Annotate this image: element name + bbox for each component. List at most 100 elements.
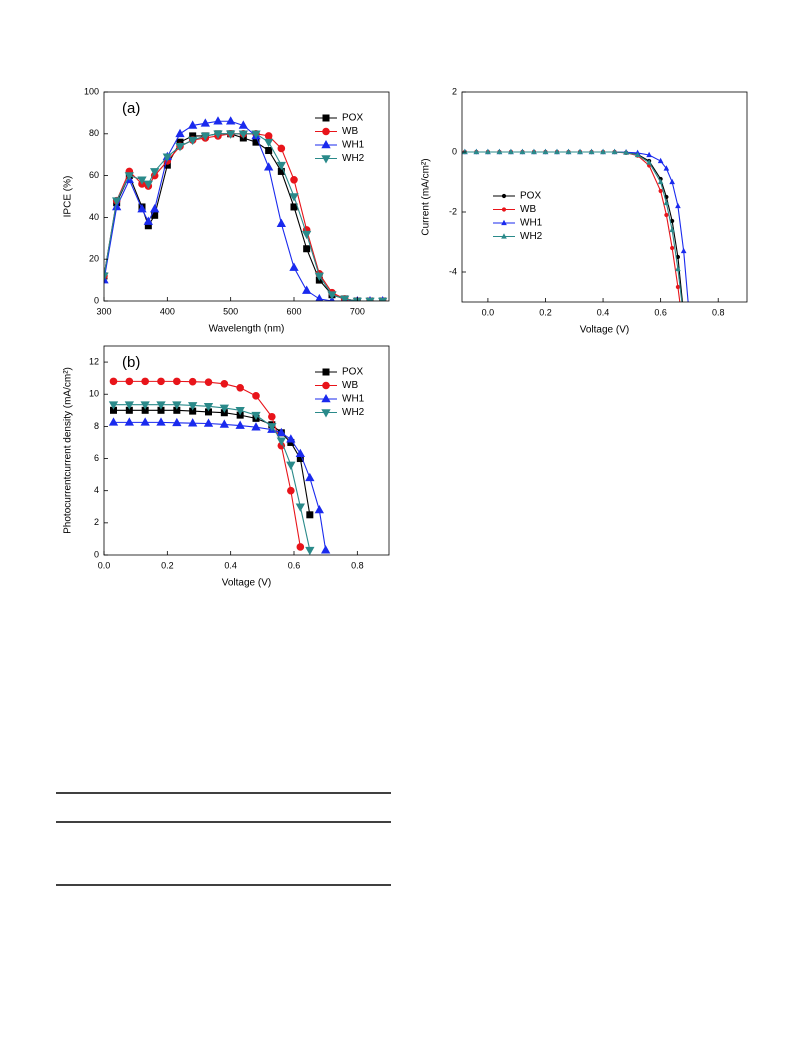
x-tick-label: 0.8	[712, 307, 725, 317]
marker	[175, 128, 185, 138]
series-line	[464, 151, 689, 302]
marker	[663, 199, 670, 206]
y-tick-label: 8	[94, 421, 99, 431]
marker	[600, 148, 606, 155]
marker	[682, 315, 686, 319]
x-tick-label: 600	[286, 306, 301, 316]
marker	[327, 291, 337, 300]
marker	[286, 461, 296, 470]
marker	[315, 293, 324, 301]
marker	[646, 159, 652, 165]
marker	[501, 207, 507, 212]
marker	[264, 132, 273, 140]
marker	[235, 407, 245, 416]
marker	[322, 368, 330, 376]
marker	[236, 384, 244, 392]
marker	[611, 148, 618, 155]
marker	[137, 204, 147, 213]
marker	[173, 377, 181, 386]
series-line	[464, 151, 681, 302]
marker	[657, 178, 664, 185]
marker	[675, 202, 681, 209]
marker	[577, 148, 583, 155]
marker	[634, 151, 641, 158]
y-tick-label: 40	[89, 212, 99, 222]
marker	[204, 378, 213, 386]
marker	[264, 138, 274, 148]
marker	[669, 178, 675, 185]
marker	[286, 434, 296, 443]
marker	[322, 381, 330, 390]
marker	[682, 330, 685, 333]
y-tick-label: 0	[94, 549, 99, 559]
marker	[646, 151, 652, 158]
x-tick-label: 0.4	[597, 307, 610, 317]
marker	[321, 155, 331, 164]
plot-area	[462, 148, 689, 333]
marker	[322, 114, 330, 122]
marker	[124, 172, 134, 181]
marker	[141, 377, 149, 386]
plot-area	[104, 116, 388, 301]
marker	[150, 168, 160, 177]
marker	[519, 148, 526, 155]
x-axis-label: Voltage (V)	[222, 578, 271, 589]
marker	[124, 417, 134, 426]
marker	[321, 139, 331, 149]
panel-label: (b)	[122, 354, 140, 371]
marker	[251, 411, 261, 421]
marker	[588, 148, 595, 155]
marker	[188, 377, 197, 386]
marker	[238, 120, 248, 129]
y-axis-label: Photocurrentcurrent density (mA/cm²)	[63, 367, 74, 534]
marker	[213, 130, 223, 139]
marker	[112, 197, 122, 206]
marker	[143, 216, 153, 225]
legend-label: POX	[342, 113, 363, 124]
marker	[508, 148, 514, 155]
marker	[238, 130, 248, 139]
marker	[188, 418, 198, 427]
marker	[287, 486, 295, 495]
x-tick-label: 300	[96, 306, 111, 316]
marker	[264, 162, 274, 171]
plot-frame	[103, 345, 390, 556]
marker	[219, 404, 229, 413]
marker	[140, 401, 150, 410]
marker	[109, 377, 118, 386]
marker	[675, 284, 681, 290]
marker	[188, 120, 198, 129]
marker	[664, 212, 669, 218]
marker	[124, 401, 134, 410]
marker	[496, 148, 503, 155]
marker	[675, 265, 681, 272]
marker	[296, 543, 305, 551]
y-axis-label: IPCE (%)	[63, 176, 74, 218]
marker	[305, 546, 315, 555]
marker	[314, 504, 324, 514]
y-tick-label: 100	[84, 86, 99, 96]
x-tick-label: 500	[223, 306, 238, 316]
marker	[276, 427, 286, 437]
y-tick-label: 4	[94, 485, 99, 495]
marker	[289, 262, 299, 271]
y-tick-label: 2	[452, 86, 457, 96]
marker	[302, 230, 312, 240]
plot-frame	[103, 91, 390, 302]
y-tick-label: 10	[89, 389, 99, 399]
legend-label: POX	[342, 367, 363, 378]
y-tick-label: 80	[89, 128, 99, 138]
legend-label: WB	[342, 126, 358, 137]
marker	[542, 148, 549, 155]
marker	[137, 176, 147, 185]
marker	[156, 401, 166, 410]
marker	[112, 201, 122, 211]
marker	[267, 423, 277, 432]
plot-frame	[461, 91, 748, 303]
legend-label: WB	[342, 380, 358, 391]
marker	[200, 132, 210, 141]
marker	[554, 148, 560, 155]
y-tick-label: -2	[449, 206, 457, 216]
marker	[265, 147, 273, 155]
